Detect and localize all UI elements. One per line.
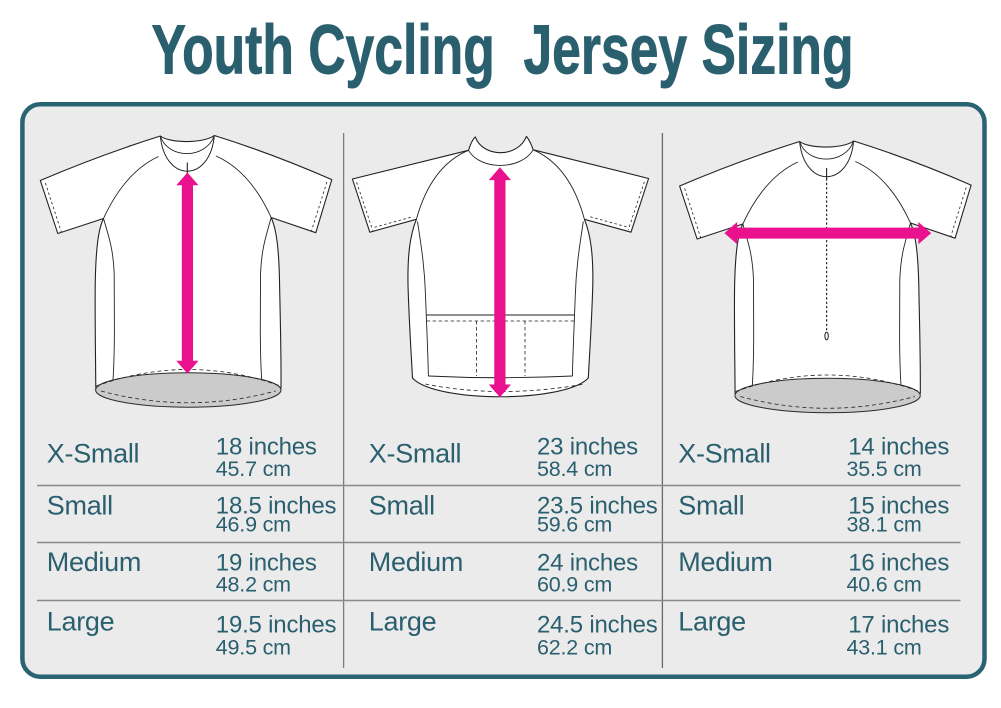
svg-text:Youth Cycling Jersey Sizing: Youth Cycling Jersey Sizing: [152, 11, 854, 89]
svg-text:59.6 cm: 59.6 cm: [537, 513, 612, 537]
svg-text:17 inches: 17 inches: [848, 612, 949, 639]
svg-text:14 inches: 14 inches: [848, 434, 949, 461]
svg-text:Medium: Medium: [369, 547, 463, 577]
svg-text:35.5 cm: 35.5 cm: [847, 457, 922, 481]
svg-text:Small: Small: [369, 491, 435, 521]
svg-text:62.2 cm: 62.2 cm: [537, 636, 612, 660]
svg-text:46.9 cm: 46.9 cm: [216, 513, 291, 537]
svg-text:Large: Large: [369, 607, 437, 637]
svg-text:24 inches: 24 inches: [537, 550, 638, 577]
svg-text:19.5 inches: 19.5 inches: [216, 612, 337, 639]
svg-text:Medium: Medium: [47, 547, 141, 577]
svg-text:Small: Small: [678, 491, 744, 521]
svg-text:58.4 cm: 58.4 cm: [537, 457, 612, 481]
svg-text:18.5 inches: 18.5 inches: [216, 493, 337, 520]
svg-text:Large: Large: [678, 607, 746, 637]
svg-text:X-Small: X-Small: [369, 439, 461, 469]
svg-text:X-Small: X-Small: [47, 439, 139, 469]
svg-text:49.5 cm: 49.5 cm: [216, 636, 291, 660]
svg-text:18 inches: 18 inches: [216, 434, 317, 461]
svg-text:43.1 cm: 43.1 cm: [847, 636, 922, 660]
svg-text:60.9 cm: 60.9 cm: [537, 573, 612, 597]
svg-text:Small: Small: [47, 491, 113, 521]
svg-text:24.5 inches: 24.5 inches: [537, 612, 658, 639]
svg-text:45.7 cm: 45.7 cm: [216, 457, 291, 481]
svg-text:48.2 cm: 48.2 cm: [216, 573, 291, 597]
svg-text:23 inches: 23 inches: [537, 434, 638, 461]
svg-text:38.1 cm: 38.1 cm: [847, 513, 922, 537]
svg-text:16 inches: 16 inches: [848, 550, 949, 577]
svg-text:40.6 cm: 40.6 cm: [847, 573, 922, 597]
svg-text:X-Small: X-Small: [678, 439, 770, 469]
svg-text:19 inches: 19 inches: [216, 550, 317, 577]
svg-text:15 inches: 15 inches: [848, 493, 949, 520]
svg-text:Medium: Medium: [678, 547, 772, 577]
svg-text:23.5 inches: 23.5 inches: [537, 493, 658, 520]
svg-text:Large: Large: [47, 607, 115, 637]
